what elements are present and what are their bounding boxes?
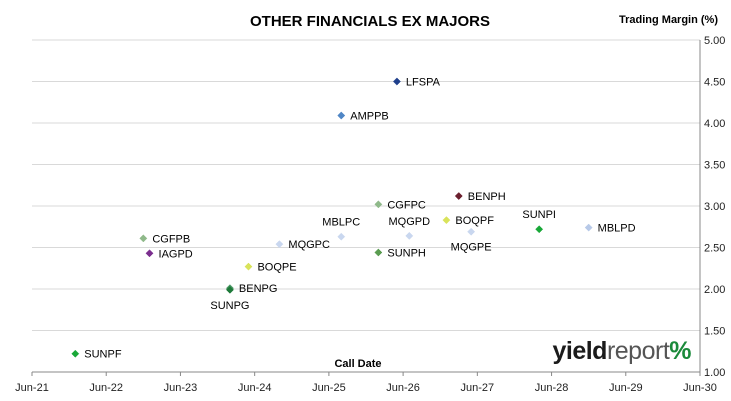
x-tick-label: Jun-26 bbox=[386, 382, 420, 394]
marker-mqgpe bbox=[467, 227, 476, 236]
point-label-sunph: SUNPH bbox=[387, 247, 426, 259]
gridlines bbox=[32, 39, 700, 331]
yieldreport-logo: yieldreport% bbox=[552, 337, 691, 366]
marker-cgfpc bbox=[374, 200, 383, 209]
x-tick-label: Jun-25 bbox=[312, 382, 346, 394]
marker-benph bbox=[454, 192, 463, 200]
logo-part-report: report bbox=[606, 337, 670, 365]
marker-lfspa bbox=[392, 77, 401, 86]
marker-boqpe bbox=[244, 262, 253, 271]
y-tick-label: 4.00 bbox=[704, 118, 725, 130]
marker-sunpf bbox=[71, 349, 80, 358]
point-label-benph: BENPH bbox=[468, 191, 506, 203]
x-axis-title: Call Date bbox=[334, 358, 381, 370]
point-label-sunpi: SUNPI bbox=[522, 209, 556, 221]
x-tick-label: Jun-22 bbox=[89, 382, 123, 394]
marker-cgfpb bbox=[139, 234, 148, 243]
point-label-sunpg: SUNPG bbox=[210, 300, 249, 312]
marker-mblpd bbox=[584, 223, 593, 232]
marker-mqgpd bbox=[405, 231, 414, 240]
logo-part-yield: yield bbox=[552, 337, 607, 365]
chart-title: OTHER FINANCIALS EX MAJORS bbox=[250, 13, 490, 30]
marker-iagpd bbox=[145, 249, 154, 258]
y-tick-label: 3.50 bbox=[704, 160, 725, 172]
x-tick-label: Jun-27 bbox=[461, 382, 495, 394]
marker-mblpc bbox=[337, 232, 346, 241]
x-tick-label: Jun-30 bbox=[683, 382, 717, 394]
marker-sunpi bbox=[535, 225, 544, 234]
point-label-boqpe: BOQPE bbox=[257, 262, 296, 274]
marker-amppb bbox=[337, 111, 346, 120]
point-label-cgfpb: CGFPB bbox=[152, 233, 190, 245]
point-label-sunpf: SUNPF bbox=[84, 349, 122, 361]
point-label-lfspa: LFSPA bbox=[406, 77, 441, 89]
marker-sunpg bbox=[225, 285, 234, 294]
point-label-amppb: AMPPB bbox=[350, 111, 389, 123]
point-label-benpg: BENPG bbox=[239, 283, 278, 295]
point-label-mblpc: MBLPC bbox=[322, 217, 360, 229]
y-tick-label: 1.50 bbox=[704, 326, 725, 338]
point-label-iagpd: IAGPD bbox=[159, 248, 193, 260]
y-tick-label: 2.50 bbox=[704, 243, 725, 255]
y-tick-label: 5.00 bbox=[704, 35, 725, 47]
y-tick-labels: 1.00 1.50 2.00 2.50 3.00 3.50 4.00 4.50 5.00 bbox=[704, 35, 725, 379]
x-tick-label: Jun-23 bbox=[164, 382, 198, 394]
point-label-cgfpc: CGFPC bbox=[387, 199, 426, 211]
logo-percent-icon: % bbox=[669, 337, 691, 365]
x-tick-labels: Jun-21 Jun-22 Jun-23 Jun-24 Jun-25 Jun-26 Jun-… bbox=[15, 372, 717, 394]
y-tick-label: 1.00 bbox=[704, 367, 725, 379]
y-tick-label: 2.00 bbox=[704, 284, 725, 296]
marker-boqpf bbox=[442, 216, 451, 225]
marker-mqgpc bbox=[275, 240, 284, 249]
data-points: LFSPA AMPPB BENPH CGFPC BOQPF MBLPD SUNPI MQGPE… bbox=[71, 77, 636, 361]
point-label-mblpd: MBLPD bbox=[598, 223, 636, 235]
x-tick-label: Jun-28 bbox=[535, 382, 569, 394]
x-tick-label: Jun-24 bbox=[238, 382, 272, 394]
y-axis-title: Trading Margin (%) bbox=[619, 14, 718, 26]
y-tick-label: 4.50 bbox=[704, 77, 725, 89]
y-tick-label: 3.00 bbox=[704, 201, 725, 213]
point-label-mqgpc: MQGPC bbox=[288, 239, 330, 251]
point-label-mqgpe: MQGPE bbox=[451, 242, 492, 254]
x-tick-label: Jun-21 bbox=[15, 382, 49, 394]
point-label-boqpf: BOQPF bbox=[455, 215, 494, 227]
x-tick-label: Jun-29 bbox=[609, 382, 643, 394]
point-label-mqgpd: MQGPD bbox=[389, 216, 431, 228]
marker-sunph bbox=[374, 248, 383, 257]
